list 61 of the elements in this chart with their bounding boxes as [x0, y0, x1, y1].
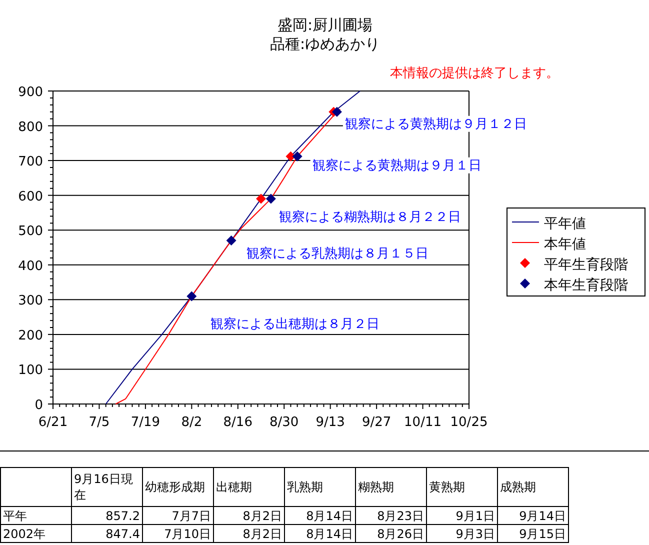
legend-label: 本年生育段階	[544, 276, 628, 294]
x-tick-label: 9/13	[316, 415, 345, 430]
y-tick-label: 100	[18, 363, 43, 378]
legend-label: 平年値	[544, 216, 586, 232]
annotation: 観察による黄熟期は９月１２日	[344, 116, 527, 132]
x-tick-label: 6/21	[38, 415, 68, 430]
y-tick-label: 700	[18, 154, 43, 170]
text: 2002年	[0, 524, 72, 542]
y-tick-label: 500	[18, 224, 43, 240]
text: 7月7日	[142, 506, 214, 524]
text: 8月2日	[214, 524, 284, 542]
text: 8月23日	[356, 506, 426, 524]
text: 糊熟期	[356, 468, 426, 506]
text: 857.2	[72, 506, 142, 524]
point	[226, 236, 236, 246]
text: 乳熟期	[284, 468, 356, 506]
text: 7月10日	[142, 524, 214, 542]
text: 9月1日	[426, 506, 498, 524]
text: 成熟期	[498, 468, 568, 506]
text: 9月3日	[426, 524, 498, 542]
text: 8月14日	[284, 506, 356, 524]
text: 8月26日	[356, 524, 426, 542]
y-tick-label: 400	[18, 258, 43, 274]
x-tick-label: 10/25	[450, 415, 488, 430]
legend-label: 平年生育段階	[544, 256, 628, 273]
text: 9月15日	[498, 524, 568, 542]
annotation: 観察による糊熟期は８月２２日	[278, 208, 461, 225]
x-tick-label: 9/27	[362, 415, 392, 430]
text: 幼穂形成期	[142, 468, 214, 506]
x-tick-label: 7/5	[88, 415, 110, 430]
text: 黄熟期	[426, 468, 498, 506]
x-tick-label: 7/19	[130, 415, 160, 430]
text: 平年	[0, 506, 72, 524]
text: 9月14日	[498, 506, 568, 524]
y-tick-label: 900	[18, 85, 43, 100]
x-tick-label: 10/11	[404, 415, 442, 430]
point	[256, 194, 266, 204]
text: 8月14日	[284, 524, 356, 542]
y-tick-label: 800	[18, 120, 43, 135]
y-tick-label: 600	[18, 189, 43, 204]
y-tick-label: 300	[18, 294, 43, 309]
annotation: 観察による乳熟期は８月１５日	[246, 246, 428, 262]
legend-label: 本年値	[544, 236, 586, 252]
point	[266, 194, 276, 204]
annotation: 観察による出穂期は８月２日	[210, 316, 380, 332]
chart-title: 盛岡:厨川圃場	[277, 16, 373, 34]
y-tick-label: 200	[18, 328, 43, 344]
annotation: 観察による黄熟期は９月１日	[312, 157, 482, 174]
x-tick-label: 8/30	[270, 415, 299, 430]
point	[186, 291, 197, 302]
chart-subtitle: 品種:ゆめあかり	[270, 35, 380, 53]
point	[332, 106, 342, 117]
x-tick-label: 8/2	[181, 415, 202, 430]
x-tick-label: 8/16	[223, 415, 252, 430]
text: 出穂期	[214, 468, 284, 506]
text: 8月2日	[214, 506, 284, 524]
y-tick-label: 0	[34, 398, 43, 413]
text: 9月16日現在	[72, 468, 142, 506]
text: 847.4	[72, 524, 142, 542]
text: 本情報の提供は終了します。	[390, 66, 559, 81]
point	[292, 151, 302, 162]
